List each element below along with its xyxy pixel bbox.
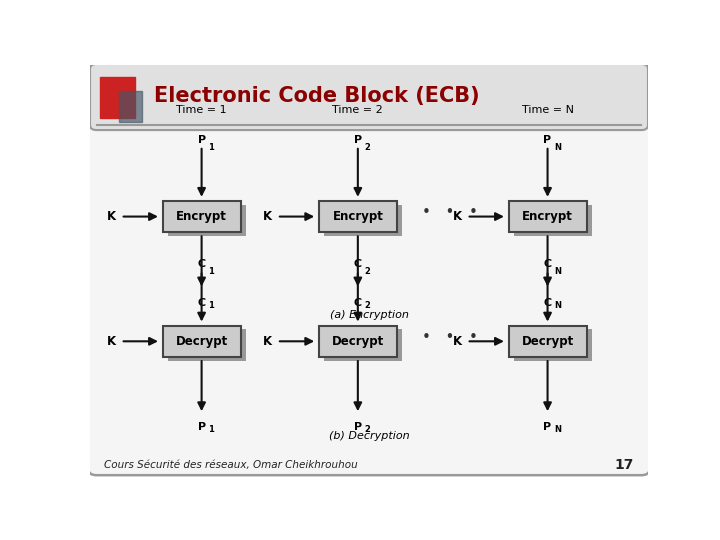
Bar (324, 205, 402, 236)
Text: 1: 1 (208, 301, 214, 309)
Text: K: K (453, 210, 462, 223)
Text: K: K (264, 210, 272, 223)
Text: 2: 2 (364, 267, 370, 276)
Text: Time = N: Time = N (521, 105, 574, 114)
Bar (319, 326, 397, 357)
Bar (96, 97, 642, 125)
FancyBboxPatch shape (89, 63, 649, 475)
Text: 1: 1 (208, 143, 214, 152)
Text: C: C (197, 259, 206, 269)
Bar (319, 201, 397, 232)
Bar (168, 205, 246, 236)
Text: (a) Encryption: (a) Encryption (330, 310, 408, 320)
Bar (168, 329, 246, 361)
Text: N: N (554, 267, 562, 276)
Text: N: N (554, 301, 562, 309)
Bar (100, 77, 135, 118)
Text: Encrypt: Encrypt (522, 210, 573, 223)
Text: •   •   •: • • • (422, 329, 478, 345)
Text: N: N (554, 426, 562, 434)
Text: C: C (354, 298, 362, 308)
Text: Encrypt: Encrypt (333, 210, 383, 223)
Text: Decrypt: Decrypt (332, 335, 384, 348)
Text: 17: 17 (615, 458, 634, 472)
Text: 2: 2 (364, 143, 370, 152)
Text: C: C (197, 298, 206, 308)
Bar (508, 326, 587, 357)
Bar (513, 205, 592, 236)
Text: K: K (107, 210, 116, 223)
Bar (163, 326, 240, 357)
Text: P: P (354, 422, 362, 433)
Text: C: C (354, 259, 362, 269)
Text: P: P (544, 422, 552, 433)
Text: Encrypt: Encrypt (176, 210, 227, 223)
Text: •   •   •: • • • (422, 205, 478, 220)
Text: K: K (107, 335, 116, 348)
Text: 1: 1 (208, 426, 214, 434)
Text: Decrypt: Decrypt (176, 335, 228, 348)
Bar (513, 329, 592, 361)
Text: 2: 2 (364, 301, 370, 309)
Text: Electronic Code Block (ECB): Electronic Code Block (ECB) (154, 86, 480, 106)
Text: N: N (554, 143, 562, 152)
Text: P: P (197, 422, 206, 433)
Text: K: K (453, 335, 462, 348)
Text: Cours Sécurité des réseaux, Omar Cheikhrouhou: Cours Sécurité des réseaux, Omar Cheikhr… (104, 460, 358, 470)
Text: P: P (544, 134, 552, 145)
Text: Time = 1: Time = 1 (176, 105, 227, 114)
Bar (119, 91, 143, 122)
Text: 2: 2 (364, 426, 370, 434)
Text: Time = 2: Time = 2 (333, 105, 383, 114)
Text: K: K (264, 335, 272, 348)
Bar (324, 329, 402, 361)
Text: C: C (544, 298, 552, 308)
Text: Decrypt: Decrypt (521, 335, 574, 348)
FancyBboxPatch shape (90, 64, 648, 130)
Text: C: C (544, 259, 552, 269)
Text: P: P (197, 134, 206, 145)
Bar (508, 201, 587, 232)
Text: 1: 1 (208, 267, 214, 276)
Text: (b) Decryption: (b) Decryption (329, 431, 409, 441)
Text: P: P (354, 134, 362, 145)
Bar (163, 201, 240, 232)
